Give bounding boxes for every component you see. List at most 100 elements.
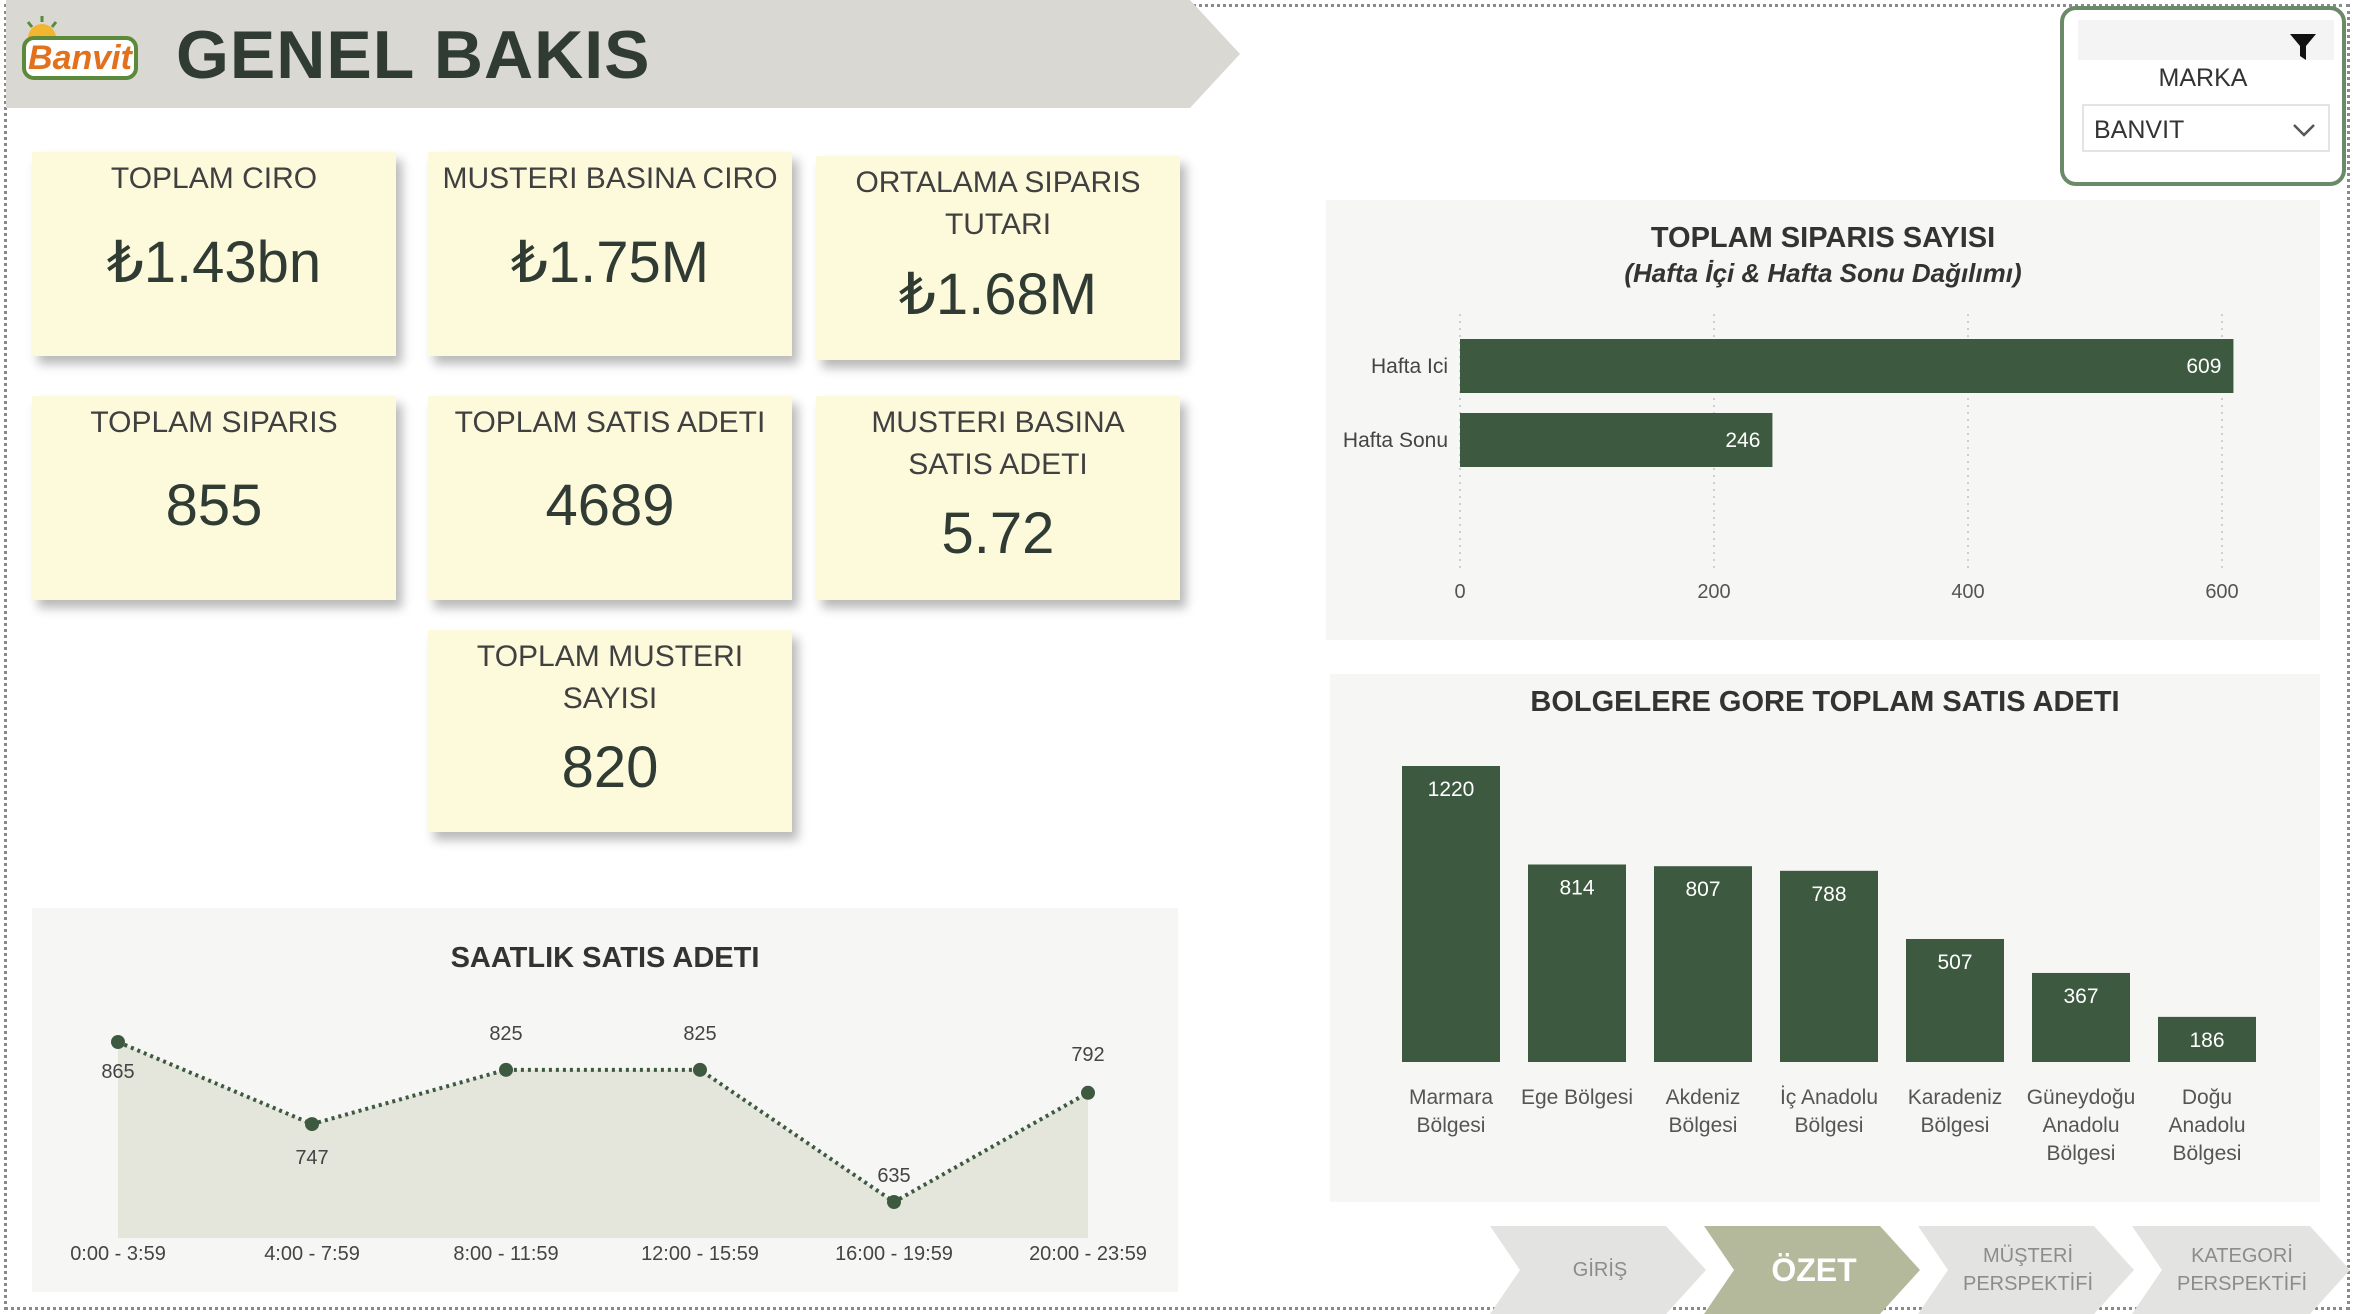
nav-category-perspective-button[interactable]: KATEGORİ PERSPEKTİFİ [2132, 1226, 2350, 1314]
category-label: Hafta Ici [1371, 355, 1448, 378]
x-tick-label: 8:00 - 11:59 [453, 1243, 558, 1265]
kpi-label: TOPLAM SIPARIS [90, 406, 338, 439]
data-point [111, 1035, 125, 1049]
kpi-value: ₺1.75M [510, 230, 710, 295]
chart-title: SAATLIK SATIS ADETI [450, 942, 760, 974]
category-label: Bölgesi [1795, 1114, 1864, 1137]
chart-title: TOPLAM SIPARIS SAYISI [1650, 222, 1996, 254]
funnel-icon[interactable] [2288, 32, 2318, 62]
kpi-value: 855 [165, 473, 263, 538]
kpi-card-total-sales-quantity: TOPLAM SATIS ADETI 4689 [428, 396, 792, 600]
kpi-label: MUSTERI BASINA SATIS ADETI [871, 406, 1125, 481]
data-point [1081, 1085, 1095, 1100]
category-label: Bölgesi [1417, 1114, 1486, 1137]
kpi-label: ORTALAMA SIPARIS TUTARI [855, 166, 1141, 241]
dropdown-value: BANVIT [2094, 116, 2185, 144]
nav-summary-shape [1704, 1226, 1920, 1314]
header-banner: Banvit GENEL BAKIS [6, 0, 1240, 108]
nav-label: ÖZET [1771, 1252, 1857, 1288]
category-label: İç Anadolu [1780, 1086, 1878, 1109]
area-fill [118, 1042, 1088, 1238]
bar-region [1780, 870, 1878, 1062]
slicer-header [2078, 20, 2334, 60]
nav-intro-shape [1490, 1226, 1706, 1314]
category-label: Marmara [1409, 1086, 1493, 1109]
chart-subtitle: (Hafta İçi & Hafta Sonu Dağılımı) [1624, 258, 2022, 288]
category-label: Bölgesi [2047, 1142, 2116, 1165]
data-point [305, 1117, 319, 1132]
data-label: 825 [683, 1023, 716, 1045]
data-label: 807 [1685, 878, 1720, 901]
x-tick-label: 0 [1454, 581, 1465, 603]
data-label: 865 [101, 1061, 134, 1083]
nav-intro-button[interactable]: GİRİŞ [1490, 1226, 1706, 1314]
nav-label: KATEGORİ PERSPEKTİFİ [2176, 1245, 2308, 1295]
data-point [499, 1062, 513, 1077]
chart-title: BOLGELERE GORE TOPLAM SATIS ADETI [1530, 686, 2120, 718]
x-tick-label: 20:00 - 23:59 [1029, 1243, 1147, 1265]
x-tick-label: 200 [1697, 581, 1730, 603]
data-label: 814 [1559, 877, 1594, 900]
x-tick-label: 12:00 - 15:59 [641, 1243, 759, 1265]
x-tick-label: 400 [1951, 581, 1984, 603]
category-label: Bölgesi [2173, 1142, 2242, 1165]
data-label: 507 [1937, 951, 1972, 974]
region-sales-chart: BOLGELERE GORE TOPLAM SATIS ADETI 1220 Ma… [1330, 674, 2320, 1202]
nav-label: MÜŞTERİ PERSPEKTİFİ [1962, 1245, 2094, 1295]
data-label: 367 [2063, 985, 2098, 1008]
slicer-label: MARKA [2158, 64, 2248, 92]
nav-customer-perspective-button[interactable]: MÜŞTERİ PERSPEKTİFİ [1918, 1226, 2134, 1314]
category-label: Ege Bölgesi [1521, 1086, 1633, 1109]
category-label: Hafta Sonu [1343, 429, 1448, 452]
page-title: GENEL BAKIS [176, 17, 651, 93]
bar-hafta-ici [1460, 339, 2234, 393]
nav-summary-button[interactable]: ÖZET [1704, 1226, 1920, 1314]
x-tick-label: 4:00 - 7:59 [264, 1243, 360, 1265]
kpi-label: TOPLAM CIRO [110, 162, 318, 195]
sun-icon [26, 16, 58, 38]
bar-region [1654, 866, 1752, 1062]
region-sales-plot: 1220 Marmara Bölgesi 814 Ege Bölgesi 807 Akden… [1402, 766, 2256, 1165]
data-label: 635 [877, 1165, 910, 1187]
data-label: 747 [295, 1147, 328, 1169]
series-line [117, 1040, 1089, 1205]
category-label: Karadeniz [1908, 1086, 2003, 1109]
data-label: 246 [1725, 429, 1760, 452]
bar-region [1528, 864, 1626, 1062]
logo-wordmark: Banvit [22, 36, 138, 80]
brand-dropdown[interactable]: BANVIT [2082, 104, 2330, 152]
kpi-card-total-orders: TOPLAM SIPARIS 855 [32, 396, 396, 600]
category-label: Doğu [2182, 1086, 2232, 1109]
bar-region [1906, 938, 2004, 1062]
nav-label: GİRİŞ [1572, 1259, 1628, 1281]
kpi-label: TOPLAM MUSTERI SAYISI [476, 640, 744, 715]
nav-category-shape [2132, 1226, 2350, 1314]
kpi-card-sales-quantity-per-customer: MUSTERI BASINA SATIS ADETI 5.72 [816, 396, 1180, 600]
data-label: 792 [1071, 1044, 1104, 1066]
bar-region [2032, 972, 2130, 1062]
x-tick-label: 0:00 - 3:59 [70, 1243, 166, 1265]
kpi-card-total-revenue: TOPLAM CIRO ₺1.43bn [32, 152, 396, 356]
category-label: Güneydoğu [2027, 1086, 2136, 1109]
chevron-down-icon [2293, 124, 2315, 137]
kpi-value: 820 [561, 735, 659, 800]
nav-customer-shape [1918, 1226, 2134, 1314]
kpi-value: ₺1.68M [898, 262, 1098, 327]
data-label: 788 [1811, 883, 1846, 906]
bar-hafta-sonu [1460, 413, 1773, 467]
kpi-card-average-order-amount: ORTALAMA SIPARIS TUTARI ₺1.68M [816, 156, 1180, 360]
hourly-sales-chart: SAATLIK SATIS ADETI 865 0:00 - 3:59 747 4:0… [32, 908, 1178, 1292]
kpi-value: 5.72 [941, 501, 1055, 566]
x-tick-label: 16:00 - 19:59 [835, 1243, 953, 1265]
brand-slicer: MARKA BANVIT [2060, 6, 2346, 186]
category-label: Bölgesi [1669, 1114, 1738, 1137]
data-label: 186 [2189, 1029, 2224, 1052]
category-label: Akdeniz [1666, 1086, 1741, 1109]
kpi-label: TOPLAM SATIS ADETI [454, 406, 766, 439]
orders-weekday-chart: TOPLAM SIPARIS SAYISI (Hafta İçi & Hafta… [1326, 200, 2320, 640]
category-label: Anadolu [2168, 1114, 2245, 1137]
data-point [887, 1195, 901, 1209]
banvit-logo: Banvit [22, 14, 138, 84]
kpi-value: 4689 [545, 473, 675, 538]
category-label: Anadolu [2042, 1114, 2119, 1137]
